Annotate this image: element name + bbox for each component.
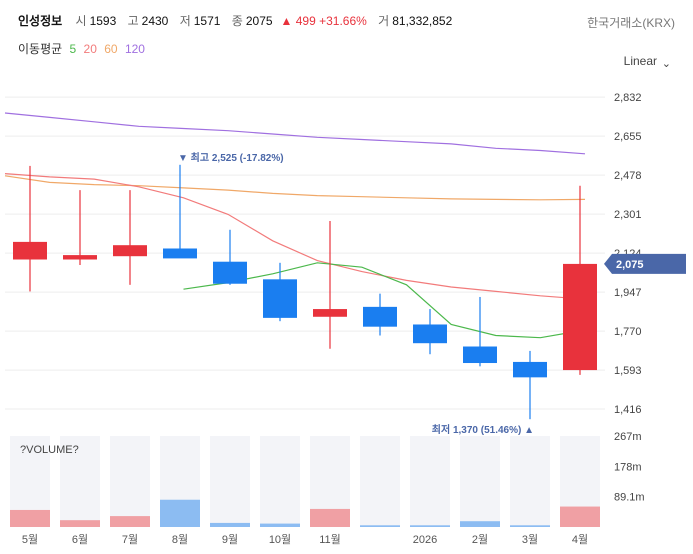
y-tick-label: 1,593 [614,365,642,377]
price-header: 인성정보 시 1593 고 2430 저 1571 종 2075 ▲ 499 +31.66… [18,12,460,29]
x-tick-label: 6월 [72,533,88,546]
ma-legend[interactable]: 이동평균 5 20 60 120 [18,40,149,57]
volume-label: 거 [378,14,390,28]
x-tick-label: 2026 [413,534,437,546]
ma-line-ma5 [183,262,586,339]
volume-slot-background [410,436,450,527]
stock-name: 인성정보 [18,14,63,28]
candle-body [113,245,147,257]
high-label: 고 [127,14,139,28]
candle-body [563,263,597,371]
volume-tick-label: 89.1m [614,492,645,504]
candle-body [163,248,197,259]
y-tick-label: 2,832 [614,92,642,104]
volume-bar [10,509,50,527]
candle-body [213,261,247,284]
volume-bar [210,522,250,527]
candle-body [413,324,447,344]
y-tick-label: 1,770 [614,326,642,338]
close-label: 종 [231,14,243,28]
ma-legend-5: 5 [69,42,77,56]
volume-bar [260,523,300,527]
x-tick-label: 3월 [522,533,538,546]
volume-bar [310,508,350,527]
candle-body [63,255,97,260]
volume-slot-background [60,436,100,527]
x-tick-label: 11월 [319,533,341,546]
change-value: ▲ 499 +31.66% [280,14,367,28]
volume-bar [60,520,100,527]
x-tick-label: 2월 [472,533,488,546]
ma-legend-title: 이동평균 [18,42,63,56]
y-tick-label: 1,947 [614,287,642,299]
y-tick-label: 2,655 [614,131,642,143]
current-price-tag [604,253,686,274]
candle-body [463,346,497,364]
volume-slot-background [360,436,400,527]
x-tick-label: 5월 [22,533,38,546]
max-price-annotation: ▼ 최고 2,525 (-17.82%) [178,151,284,164]
close-value: 2075 [245,14,273,28]
volume-slot-background [510,436,550,527]
y-tick-label: 1,416 [614,404,642,416]
x-tick-label: 10월 [269,533,291,546]
volume-slot-background [210,436,250,527]
candle-body [263,279,297,318]
candle-body [363,306,397,327]
scale-mode-select[interactable]: Linear [623,54,657,68]
y-tick-label: 2,478 [614,170,642,182]
x-tick-label: 4월 [572,533,588,546]
volume-bar [360,525,400,527]
y-tick-label: 2,301 [614,209,642,221]
x-tick-label: 9월 [222,533,238,546]
ma-legend-20: 20 [83,42,97,56]
volume-tick-label: 178m [614,461,642,473]
x-tick-label: 7월 [122,533,138,546]
min-price-annotation: 최저 1,370 (51.46%) ▲ [432,423,534,436]
exchange-label: 한국거래소(KRX) [587,16,675,30]
open-label: 시 [75,14,87,28]
candle-body [13,241,47,260]
low-value: 1571 [193,14,221,28]
ma-line-ma120 [4,112,586,155]
volume-value: 81,332,852 [392,14,453,28]
high-value: 2430 [141,14,169,28]
volume-bar [510,525,550,527]
ma-legend-60: 60 [104,42,118,56]
volume-slot-background [110,436,150,527]
volume-bar [460,521,500,527]
volume-bar [410,525,450,527]
candle-body [313,309,347,317]
volume-tick-label: 267m [614,431,642,443]
current-price-label: 2,075 [616,259,644,271]
volume-bar [160,499,200,527]
volume-slot-background [260,436,300,527]
candle-body [513,361,547,378]
low-label: 저 [179,14,191,28]
volume-pane-title: ?VOLUME? [20,444,79,456]
chevron-down-icon[interactable]: ⌄ [661,58,671,70]
ma-line-ma20 [4,173,586,300]
x-tick-label: 8월 [172,533,188,546]
ma-line-ma60 [4,175,586,201]
volume-bar [560,506,600,527]
volume-bar [110,516,150,527]
ma-legend-120: 120 [124,42,145,56]
volume-slot-background [460,436,500,527]
open-value: 1593 [89,14,117,28]
